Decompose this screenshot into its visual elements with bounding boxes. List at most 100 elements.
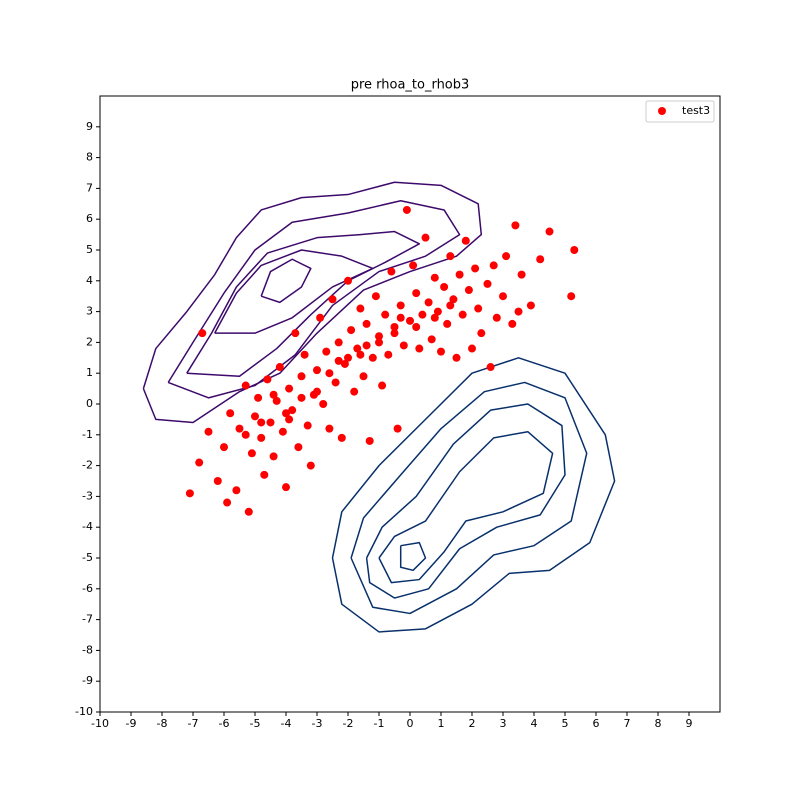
scatter-point: [486, 363, 495, 372]
scatter-point: [251, 412, 259, 421]
scatter-point: [433, 307, 442, 316]
scatter-point: [232, 486, 241, 495]
scatter-point: [387, 267, 396, 276]
x-tick-label: 2: [469, 717, 476, 730]
scatter-point: [508, 319, 517, 328]
scatter-point: [415, 344, 424, 353]
y-tick-label: -4: [82, 520, 93, 533]
x-tick-label: -2: [343, 717, 354, 730]
scatter-point: [226, 409, 235, 418]
scatter-point: [477, 329, 486, 338]
scatter-point: [427, 335, 436, 344]
y-tick-label: -2: [82, 459, 93, 472]
x-tick-label: -6: [219, 717, 230, 730]
scatter-point: [502, 252, 511, 261]
x-tick-label: 3: [500, 717, 507, 730]
scatter-point: [319, 400, 328, 408]
scatter-point: [334, 356, 343, 365]
scatter-point: [235, 424, 244, 433]
scatter-point: [347, 326, 356, 335]
contour-line: [331, 357, 616, 633]
scatter-point: [402, 205, 411, 214]
scatter-point: [344, 353, 352, 362]
scatter-point: [353, 344, 362, 353]
scatter-point: [291, 329, 300, 338]
scatter-point: [337, 433, 346, 442]
x-tick-label: 8: [655, 717, 662, 730]
scatter-point: [412, 289, 421, 298]
scatter-point: [257, 433, 266, 442]
scatter-point: [390, 323, 399, 331]
x-tick-label: 4: [531, 717, 538, 730]
scatter-point: [278, 427, 287, 436]
scatter-point: [545, 227, 554, 236]
scatter-point: [331, 378, 340, 387]
x-tick-label: 5: [562, 717, 569, 730]
scatter-point: [430, 273, 439, 282]
scatter-point: [499, 292, 507, 301]
scatter-point: [393, 424, 402, 433]
scatter-point: [254, 393, 263, 402]
chart-title: pre rhoa_to_rhob3: [351, 78, 470, 93]
scatter-point: [244, 507, 253, 516]
scatter-point: [384, 350, 393, 359]
scatter-point: [313, 387, 321, 396]
scatter-point: [368, 353, 377, 362]
scatter-point: [430, 313, 439, 322]
scatter-point: [424, 298, 433, 307]
scatter-point: [489, 261, 498, 270]
y-tick-label: 9: [86, 120, 93, 133]
scatter-point: [390, 329, 399, 338]
scatter-point: [272, 396, 281, 405]
contour-line: [214, 249, 374, 334]
scatter-point: [396, 301, 405, 310]
y-tick-label: -7: [82, 613, 93, 626]
x-tick-label: -1: [374, 717, 385, 730]
x-tick-label: -4: [281, 717, 292, 730]
scatter-point: [359, 372, 368, 381]
y-tick-label: -3: [82, 489, 93, 502]
scatter-point: [399, 341, 408, 350]
scatter-point: [300, 350, 309, 359]
scatter-point: [344, 276, 352, 285]
scatter-point: [483, 279, 492, 288]
y-tick-label: -6: [82, 582, 93, 595]
y-tick-label: 4: [86, 274, 93, 287]
scatter-point: [275, 363, 284, 372]
scatter-point: [220, 443, 228, 452]
scatter-point: [468, 344, 476, 353]
scatter-point: [492, 313, 501, 322]
y-tick-label: 6: [86, 212, 93, 225]
contour-line: [167, 199, 461, 399]
y-tick-label: 5: [86, 243, 93, 256]
scatter-point: [269, 390, 278, 399]
scatter-point: [356, 304, 365, 313]
scatter-point: [570, 246, 579, 254]
y-tick-label: -9: [82, 674, 93, 687]
scatter-point: [446, 301, 455, 310]
scatter-point: [421, 233, 430, 242]
scatter-point: [356, 350, 365, 359]
scatter-point: [362, 319, 371, 328]
scatter-point: [316, 313, 325, 322]
scatter-point: [412, 323, 421, 331]
scatter-point: [223, 498, 232, 507]
x-tick-label: -10: [91, 717, 109, 730]
y-tick-label: 8: [86, 151, 93, 164]
scatter-point: [282, 409, 290, 418]
scatter-point: [536, 255, 545, 264]
legend-label: test3: [682, 104, 710, 117]
y-tick-label: -5: [82, 551, 93, 564]
scatter-point: [213, 477, 222, 485]
contour-line: [399, 541, 427, 572]
scatter-point: [396, 313, 405, 322]
scatter-point: [378, 381, 387, 390]
scatter-point: [297, 393, 306, 402]
scatter-point: [474, 304, 483, 313]
contour-line: [365, 403, 566, 599]
legend-marker: [658, 107, 666, 115]
scatter-point: [204, 427, 213, 436]
scatter-point: [241, 430, 250, 439]
y-tick-label: -8: [82, 643, 93, 656]
